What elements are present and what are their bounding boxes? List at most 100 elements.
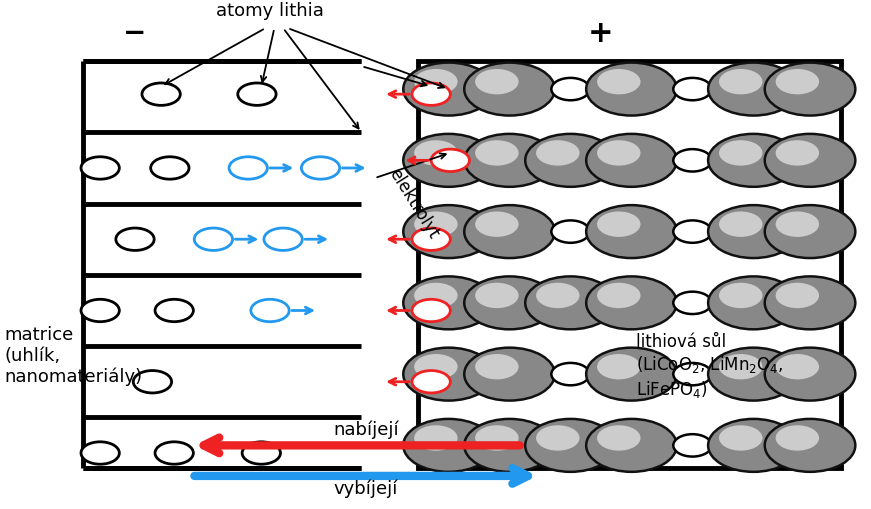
Circle shape [475,140,518,165]
Circle shape [229,157,267,179]
Circle shape [238,83,276,105]
Circle shape [464,348,555,401]
Circle shape [301,157,340,179]
Bar [418,61,841,468]
Circle shape [597,354,640,379]
Circle shape [264,228,302,250]
Circle shape [586,419,677,472]
Circle shape [775,140,819,165]
Text: −: − [124,19,146,47]
Circle shape [673,220,712,243]
Circle shape [116,228,154,250]
Circle shape [403,63,494,116]
Circle shape [775,282,819,308]
Circle shape [464,134,555,187]
Circle shape [81,157,119,179]
Circle shape [708,63,799,116]
Circle shape [412,371,450,393]
Circle shape [142,83,180,105]
Circle shape [775,211,819,237]
Circle shape [765,419,855,472]
Text: nabíjejí: nabíjejí [333,421,399,439]
Circle shape [464,63,555,116]
Text: matrice
(uhlík,
nanomateriály): matrice (uhlík, nanomateriály) [4,326,143,386]
Circle shape [719,211,762,237]
Circle shape [597,425,640,450]
Circle shape [81,442,119,464]
Circle shape [155,299,193,322]
Circle shape [708,419,799,472]
Circle shape [414,211,457,237]
Circle shape [765,63,855,116]
Circle shape [403,348,494,401]
Text: lithiová sůl
(LiCoO$_2$, LiMn$_2$O$_4$,
LiFePO$_4$): lithiová sůl (LiCoO$_2$, LiMn$_2$O$_4$, … [636,333,784,400]
Circle shape [765,348,855,401]
Circle shape [551,78,590,100]
Circle shape [597,140,640,165]
Circle shape [403,419,494,472]
Circle shape [586,205,677,258]
Circle shape [155,442,193,464]
Circle shape [536,425,579,450]
Circle shape [251,299,289,322]
Circle shape [708,348,799,401]
Circle shape [414,425,457,450]
Circle shape [673,434,712,457]
Circle shape [597,211,640,237]
Circle shape [81,299,119,322]
Circle shape [765,276,855,329]
Circle shape [412,299,450,322]
Circle shape [719,69,762,94]
Circle shape [412,83,450,105]
Text: vybíjejí: vybíjejí [334,479,398,498]
Circle shape [673,292,712,314]
Circle shape [525,134,616,187]
Circle shape [586,276,677,329]
Circle shape [414,69,457,94]
Circle shape [133,371,172,393]
Circle shape [775,354,819,379]
Circle shape [719,140,762,165]
Circle shape [708,134,799,187]
Circle shape [475,354,518,379]
Circle shape [551,363,590,385]
Circle shape [475,69,518,94]
Circle shape [536,282,579,308]
Circle shape [708,276,799,329]
Circle shape [403,134,494,187]
Circle shape [151,157,189,179]
Circle shape [525,276,616,329]
Circle shape [414,354,457,379]
Circle shape [719,425,762,450]
Circle shape [525,419,616,472]
Circle shape [412,228,450,250]
Circle shape [775,425,819,450]
Circle shape [673,78,712,100]
Circle shape [586,63,677,116]
Circle shape [597,69,640,94]
Circle shape [765,134,855,187]
Text: elektrolyt: elektrolyt [385,165,442,242]
Circle shape [597,282,640,308]
Circle shape [673,149,712,172]
Circle shape [586,348,677,401]
Circle shape [765,205,855,258]
Circle shape [708,205,799,258]
Circle shape [242,442,280,464]
Circle shape [719,354,762,379]
Circle shape [719,282,762,308]
Circle shape [431,149,469,172]
Circle shape [536,140,579,165]
Text: atomy lithia: atomy lithia [216,3,324,20]
Circle shape [464,276,555,329]
Circle shape [464,419,555,472]
Circle shape [414,140,457,165]
Circle shape [475,282,518,308]
Circle shape [194,228,233,250]
Circle shape [403,276,494,329]
Circle shape [403,205,494,258]
Circle shape [464,205,555,258]
Circle shape [673,363,712,385]
Circle shape [775,69,819,94]
Circle shape [414,282,457,308]
